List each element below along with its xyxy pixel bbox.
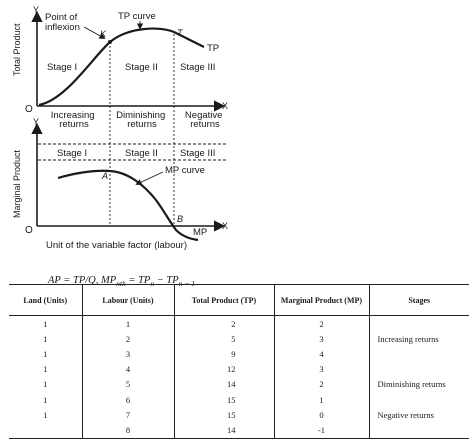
returns-increasing-line1: Increasing	[51, 110, 95, 121]
mp-stage-1: Stage I	[57, 148, 87, 159]
tp-y-axis-letter: Y	[33, 5, 39, 15]
cell-land: 1	[9, 391, 83, 408]
cell-mp: 2	[274, 376, 370, 392]
tp-y-axis-label: Total Product	[12, 23, 22, 76]
table-row: 1 3 9 4	[9, 346, 469, 362]
point-t-label: T	[177, 28, 184, 38]
marginal-product-graph: Y X O Marginal Product Stage I Stage II …	[12, 106, 228, 251]
cell-tp: 14	[174, 422, 275, 439]
table-row: 8 14 -1	[9, 422, 469, 439]
mp-end-label: MP	[193, 227, 207, 238]
cell-land: 1	[9, 315, 83, 332]
table-row: 1 1 2 2	[9, 315, 469, 332]
production-table: Land (Units) Labour (Units) Total Produc…	[9, 284, 469, 439]
table-row: 1 7 15 0 Negative returns	[9, 407, 469, 423]
returns-increasing-line2: returns	[59, 119, 89, 130]
cell-mp: 1	[274, 391, 370, 408]
tp-end-label: TP	[207, 43, 219, 54]
cell-stage	[369, 392, 469, 407]
stage-increasing: Increasing returns	[377, 333, 439, 344]
cell-labour: 7	[82, 407, 175, 423]
cell-stage	[369, 422, 469, 439]
table-row: 1 6 15 1	[9, 391, 469, 408]
returns-band: Increasing returns Diminishing returns N…	[51, 110, 225, 130]
cell-land	[9, 422, 83, 439]
mp-origin-label: O	[25, 225, 33, 236]
cell-tp: 14	[174, 376, 275, 392]
cell-tp: 12	[174, 361, 275, 377]
cell-labour: 6	[82, 391, 175, 408]
header-labour: Labour (Units)	[82, 284, 175, 316]
mp-x-axis-letter: X	[222, 221, 228, 231]
total-product-graph: Y X O Total Product K T Point of inflexi…	[12, 5, 228, 115]
stage-diminishing: Diminishing returns	[377, 379, 446, 390]
cell-stage	[369, 362, 469, 377]
tp-origin-label: O	[25, 104, 33, 115]
cell-labour: 3	[82, 346, 175, 362]
cell-tp: 15	[174, 391, 275, 408]
cell-mp: 3	[274, 361, 370, 377]
inflexion-arrow	[83, 26, 106, 39]
table-row: 1 2 5 3 Increasing returns	[9, 331, 469, 347]
tp-curve-label: TP curve	[118, 11, 156, 22]
point-a-label: A	[101, 171, 108, 181]
header-total-product: Total Product (TP)	[174, 284, 275, 316]
mp-x-caption: Unit of the variable factor (labour)	[46, 240, 187, 251]
cell-labour: 8	[82, 422, 175, 439]
cell-mp: 4	[274, 346, 370, 362]
mp-stage-3: Stage III	[180, 148, 215, 159]
mp-stage-2: Stage II	[125, 148, 158, 159]
returns-diminishing: Diminishing returns	[116, 110, 168, 130]
cell-stage	[369, 316, 469, 332]
cell-tp: 9	[174, 346, 275, 362]
cell-mp: 2	[274, 315, 370, 332]
cell-land: 1	[9, 361, 83, 377]
tp-stage-1: Stage I	[47, 62, 77, 73]
mp-curve-label: MP curve	[165, 165, 205, 176]
returns-increasing: Increasing returns	[51, 110, 97, 130]
cell-mp: -1	[274, 422, 370, 439]
mp-y-axis-label: Marginal Product	[12, 149, 22, 218]
cell-labour: 2	[82, 331, 175, 347]
header-marginal-product: Marginal Product (MP)	[274, 284, 370, 316]
stage-negative: Negative returns	[377, 409, 434, 420]
cell-land: 1	[9, 407, 83, 423]
cell-stage	[369, 346, 469, 361]
mp-curve-arrow	[135, 171, 164, 185]
table-header-row: Land (Units) Labour (Units) Total Produc…	[9, 284, 469, 316]
point-b-label: B	[177, 214, 183, 224]
tp-stage-2: Stage II	[125, 62, 158, 73]
cell-mp: 3	[274, 331, 370, 347]
table-row: 1 5 14 2 Diminishing returns	[9, 376, 469, 392]
cell-labour: 5	[82, 376, 175, 392]
cell-tp: 15	[174, 407, 275, 423]
mp-y-axis-letter: Y	[33, 117, 39, 127]
production-stages-diagram: Y X O Total Product K T Point of inflexi…	[12, 5, 228, 251]
cell-mp: 0	[274, 407, 370, 423]
cell-tp: 5	[174, 331, 275, 347]
point-k-dot	[108, 40, 112, 44]
tp-stage-3: Stage III	[180, 62, 215, 73]
cell-land: 1	[9, 346, 83, 362]
cell-land: 1	[9, 376, 83, 392]
formula-line: AP = TP/Q, MPnth = TPn − TPn − 1	[48, 275, 195, 289]
point-of-inflexion-label: Point of inflexion	[45, 12, 80, 33]
returns-negative: Negative returns	[185, 110, 225, 130]
header-land: Land (Units)	[9, 284, 83, 316]
tp-curve	[38, 27, 205, 107]
table-row: 1 4 12 3	[9, 361, 469, 377]
header-stages: Stages	[369, 284, 469, 316]
tp-x-axis-letter: X	[222, 101, 228, 111]
cell-land: 1	[9, 331, 83, 347]
cell-tp: 2	[174, 315, 275, 332]
cell-labour: 4	[82, 361, 175, 377]
cell-labour: 1	[82, 315, 175, 332]
mp-curve	[57, 169, 199, 242]
